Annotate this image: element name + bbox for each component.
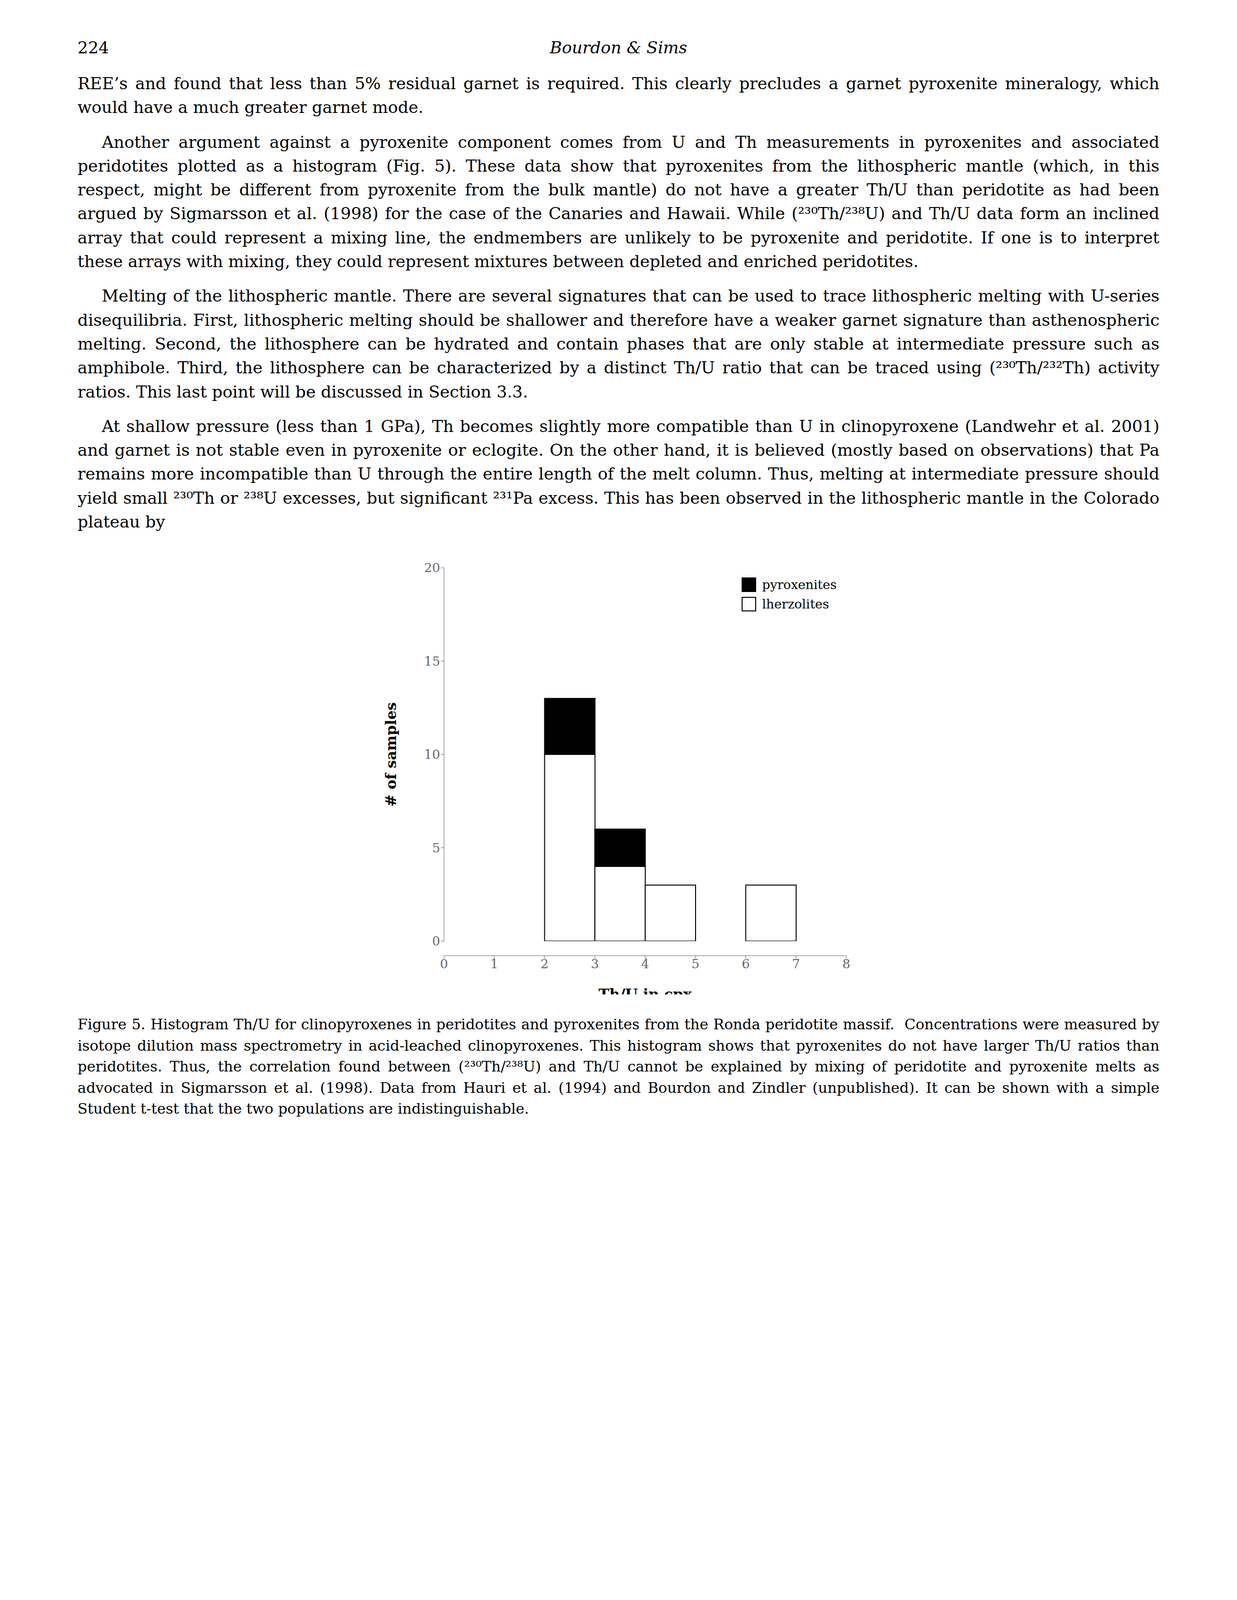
svg-text:8: 8	[842, 956, 851, 972]
svg-text:1: 1	[490, 956, 499, 972]
svg-text:3: 3	[590, 956, 600, 972]
svg-text:5: 5	[431, 840, 441, 856]
html-text:Bourdon & Sims: Bourdon & Sims	[549, 37, 688, 58]
svg-text:0: 0	[431, 934, 441, 949]
svg-text:15: 15	[424, 653, 441, 669]
svg-text:Th/U in cpx: Th/U in cpx	[598, 985, 693, 995]
html-text:Figure 5. Histogram Th/U for c: Figure 5. Histogram Th/U for clinopyroxe…	[77, 1015, 1165, 1117]
html-text:REE’s and found that less than: REE’s and found that less than 5% residu…	[77, 73, 1160, 117]
svg-text:4: 4	[641, 956, 650, 972]
svg-text:# of samples: # of samples	[382, 702, 400, 807]
html-text:At shallow pressure (less than: At shallow pressure (less than 1 GPa), T…	[77, 416, 1160, 532]
html-text:Melting of the lithospheric ma: Melting of the lithospheric mantle. Ther…	[77, 286, 1160, 402]
html-text:224: 224	[77, 37, 110, 58]
svg-text:7: 7	[792, 956, 801, 972]
svg-text:2: 2	[540, 956, 549, 972]
svg-text:0: 0	[440, 956, 449, 972]
svg-text:10: 10	[424, 747, 441, 762]
svg-text:6: 6	[741, 956, 750, 972]
html-text:Another argument against a pyr: Another argument against a pyroxenite co…	[77, 132, 1160, 272]
svg-text:5: 5	[691, 956, 700, 972]
html-text:lherzolites: lherzolites	[762, 596, 830, 612]
svg-text:20: 20	[424, 560, 441, 576]
html-text:pyroxenites: pyroxenites	[762, 577, 837, 592]
